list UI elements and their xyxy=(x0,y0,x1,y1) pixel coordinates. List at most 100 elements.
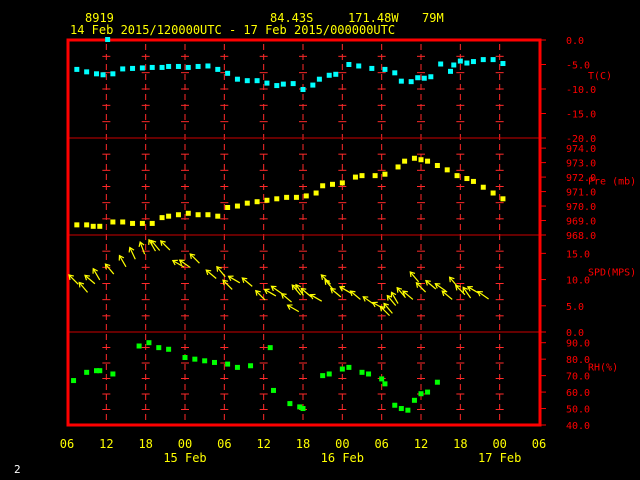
wind-arrow-shaft xyxy=(291,284,302,296)
wind-arrow-head xyxy=(324,278,330,285)
temperature-point xyxy=(159,64,165,70)
temperature-point xyxy=(398,78,404,84)
humidity-point xyxy=(166,346,172,352)
wind-arrow-shaft xyxy=(129,247,136,260)
wind-arrow-shaft xyxy=(383,303,393,314)
pressure-point xyxy=(454,173,460,179)
latitude: 84.43S xyxy=(270,11,314,25)
wind-arrow-head xyxy=(128,246,135,253)
wind-arrow-head xyxy=(390,291,397,298)
wind-arrow-shaft xyxy=(78,282,89,293)
temperature-point xyxy=(94,71,99,77)
temperature-point xyxy=(166,63,172,69)
x-tick-label: 12 xyxy=(99,437,113,451)
humidity-point xyxy=(248,363,254,369)
wind-arrow xyxy=(205,269,217,279)
wind-arrow-head xyxy=(383,302,389,309)
humidity-point xyxy=(94,368,99,374)
humidity-point xyxy=(84,369,90,375)
wind-arrow xyxy=(92,267,101,281)
wind-arrow xyxy=(178,259,191,269)
temperature-point xyxy=(421,75,427,81)
wind-arrow xyxy=(189,253,200,264)
wind-arrow-head xyxy=(415,282,422,288)
wind-arrow-shaft xyxy=(441,290,453,300)
wind-arrow-shaft xyxy=(160,240,171,251)
wind-arrow xyxy=(462,286,472,299)
wind-arrow-head xyxy=(159,240,166,246)
temperature-point xyxy=(105,37,111,43)
wind-arrow xyxy=(138,240,146,255)
wind-arrow-shaft xyxy=(271,285,283,295)
humidity-point xyxy=(398,406,404,412)
humidity-point xyxy=(225,361,231,367)
humidity-point xyxy=(156,345,162,351)
wind-arrow xyxy=(386,294,397,306)
pressure-tick-label: 968.0 xyxy=(566,231,596,242)
x-tick-label: 12 xyxy=(414,437,428,451)
wind-tick-label: 10.0 xyxy=(566,276,590,287)
temperature-point xyxy=(451,62,457,68)
wind-arrow-shaft xyxy=(255,290,266,301)
wind-arrow-shaft xyxy=(287,304,300,313)
temperature-tick-label: -10.0 xyxy=(566,85,596,96)
pressure-point xyxy=(149,220,155,226)
pressure-point xyxy=(303,193,309,199)
wind-arrow-shaft xyxy=(241,277,253,287)
wind-arrow-head xyxy=(291,284,298,291)
temperature-point xyxy=(215,66,221,72)
wind-arrow-shaft xyxy=(172,260,185,268)
wind-arrow-head xyxy=(286,304,293,310)
pressure-point xyxy=(372,173,378,179)
wind-arrow-shaft xyxy=(339,286,352,294)
x-tick-label: 18 xyxy=(138,437,152,451)
wind-arrow xyxy=(390,291,399,304)
wind-arrow-shaft xyxy=(425,280,437,290)
wind-tick-label: 5.0 xyxy=(566,302,584,313)
wind-arrow xyxy=(104,263,115,275)
wind-arrow-shaft xyxy=(362,296,375,305)
temperature-point xyxy=(490,57,496,63)
wind-arrow-head xyxy=(92,267,98,274)
tick-marks xyxy=(102,55,504,410)
wind-axis-label: SPD(MPS) xyxy=(588,268,636,279)
wind-arrow-shaft xyxy=(467,286,480,294)
pressure-point xyxy=(352,174,358,180)
pressure-tick-label: 974.0 xyxy=(566,144,596,155)
wind-arrow-head xyxy=(379,305,386,312)
wind-arrow-head xyxy=(362,296,369,302)
pressure-tick-label: 972.0 xyxy=(566,173,596,184)
wind-arrow xyxy=(295,283,304,296)
longitude: 171.48W xyxy=(348,11,399,25)
pressure-point xyxy=(110,219,116,225)
temperature-point xyxy=(408,79,414,85)
wind-arrow-head xyxy=(349,290,356,297)
wind-arrow-head xyxy=(84,274,91,281)
wind-arrow-head xyxy=(409,271,416,278)
temperature-point xyxy=(415,75,421,81)
humidity-point xyxy=(320,373,326,379)
x-date-label: 16 Feb xyxy=(321,451,364,465)
wind-arrow xyxy=(396,286,406,299)
temperature-point xyxy=(74,66,80,72)
pressure-point xyxy=(470,178,476,184)
wind-arrow-shaft xyxy=(402,290,414,300)
wind-arrow-shaft xyxy=(379,306,390,317)
pressure-point xyxy=(500,196,506,202)
temperature-point xyxy=(130,65,136,71)
wind-arrow-head xyxy=(255,289,261,296)
temperature-point xyxy=(428,74,434,80)
wind-arrow-shaft xyxy=(179,259,191,269)
humidity-point xyxy=(411,397,417,403)
x-tick-label: 18 xyxy=(296,437,310,451)
wind-arrow-head xyxy=(189,253,196,260)
wind-arrow-head xyxy=(216,265,222,272)
wind-arrow-shaft xyxy=(455,285,466,296)
wind-arrow-shaft xyxy=(139,241,146,255)
temperature-point xyxy=(264,80,270,86)
wind-arrow-shaft xyxy=(150,240,161,251)
humidity-point xyxy=(192,356,198,362)
wind-arrow xyxy=(424,279,437,290)
temperature-point xyxy=(175,63,181,69)
pressure-point xyxy=(434,163,440,169)
